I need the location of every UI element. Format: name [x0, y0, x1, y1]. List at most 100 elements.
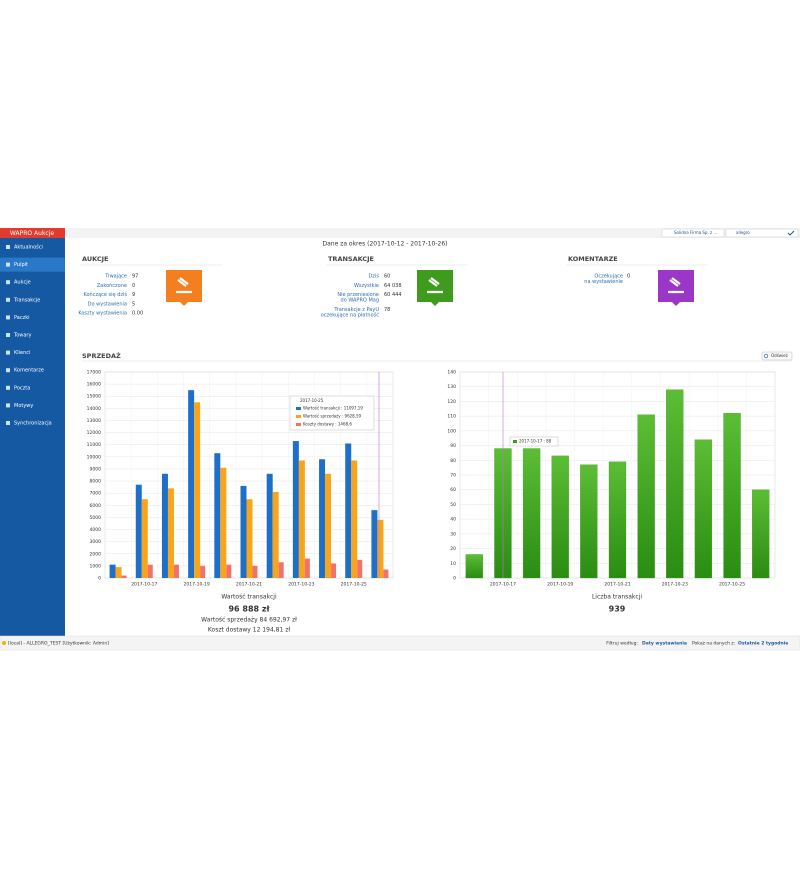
refresh-label: Odśwież: [771, 353, 788, 358]
bar: [200, 565, 206, 578]
y-tick-label: 10: [450, 561, 456, 567]
x-tick-label: 2017-10-25: [341, 582, 367, 588]
y-tick-label: 110: [447, 414, 456, 420]
filter-value[interactable]: Daty wystawienia: [642, 641, 687, 647]
icon-pointer: [431, 302, 439, 306]
y-tick-label: 100: [447, 428, 456, 434]
x-tick-label: 2017-10-21: [604, 582, 630, 588]
bar: [371, 510, 378, 578]
row-value: 0: [132, 283, 135, 289]
account-box[interactable]: [725, 228, 799, 238]
row-value: 0: [627, 274, 630, 280]
icon-glyph: [427, 277, 443, 294]
y-tick-label: 60: [450, 487, 456, 493]
sidebar-item[interactable]: Towary: [13, 333, 31, 339]
bar: [345, 443, 352, 578]
y-tick-label: 14000: [87, 406, 101, 412]
row-label[interactable]: Koszty wystawienia: [78, 311, 127, 317]
y-tick-label: 1000: [90, 563, 102, 569]
y-tick-label: 7000: [90, 491, 102, 497]
x-tick-label: 2017-10-17: [490, 582, 516, 588]
sidebar-item[interactable]: Motywy: [14, 403, 33, 409]
y-tick-label: 13000: [87, 418, 101, 424]
y-tick-label: 80: [450, 458, 456, 464]
x-tick-label: 2017-10-19: [184, 582, 210, 588]
bar: [637, 414, 655, 579]
section-title: KOMENTARZE: [568, 255, 618, 263]
tooltip-item: Wartość sprzedaży : 9628,59: [303, 414, 362, 419]
section-icon: [658, 270, 694, 302]
row-label[interactable]: Kończące się dziś: [83, 291, 127, 298]
bar: [304, 558, 310, 578]
bar: [278, 562, 284, 578]
bar: [167, 488, 174, 578]
account: allegro: [736, 230, 750, 235]
sidebar-item[interactable]: Komentarze: [14, 368, 44, 374]
y-tick-label: 17000: [87, 370, 101, 376]
row-label[interactable]: do WAPRO Mag: [341, 298, 379, 304]
sidebar-item[interactable]: Pulpit: [14, 262, 28, 268]
row-label[interactable]: Trwające: [104, 274, 127, 280]
row-label[interactable]: Do wystawienia: [88, 301, 127, 307]
row-label[interactable]: oczekujące na płatność: [321, 311, 380, 318]
bar: [465, 554, 483, 579]
row-label[interactable]: Wszystkie: [354, 283, 379, 289]
tooltip-title: 2017-10-25: [300, 398, 324, 403]
sidebar-icon: [6, 280, 10, 285]
refresh-button[interactable]: [761, 351, 793, 361]
sidebar-icon: [6, 403, 10, 408]
row-value: 60: [384, 274, 390, 280]
sidebar-icon: [6, 421, 10, 425]
bar: [226, 564, 232, 578]
bar: [121, 575, 127, 578]
row-value: 9: [132, 292, 135, 298]
tooltip-swatch: [296, 415, 301, 418]
bar: [240, 485, 247, 578]
sidebar-icon: [6, 315, 10, 320]
x-axis-label: Liczba transakcji: [592, 594, 642, 601]
filter-label: Filtruj według:: [606, 641, 638, 647]
bar: [551, 455, 569, 579]
row-label[interactable]: na wystawienie: [584, 279, 623, 285]
sidebar-item[interactable]: Aktualności: [14, 244, 43, 251]
refresh-icon: [763, 353, 769, 359]
tooltip: [289, 395, 375, 431]
y-tick-label: 20: [450, 546, 456, 552]
y-tick-label: 0: [453, 576, 456, 582]
summary-total: 939: [609, 605, 626, 614]
row-label[interactable]: Nie przeniesione: [337, 292, 379, 298]
bar: [115, 567, 122, 578]
tooltip-swatch: [513, 440, 517, 443]
range-value[interactable]: Ostatnie 2 tygodnie: [738, 641, 788, 647]
tooltip-item: Koszty dostawy : 1468,6: [303, 422, 352, 427]
sidebar-active: [0, 257, 65, 272]
sidebar-item[interactable]: Paczki: [14, 315, 30, 321]
bar: [194, 402, 201, 578]
sidebar-item[interactable]: Synchronizacja: [14, 421, 52, 427]
company-box[interactable]: [661, 228, 725, 238]
icon-glyph: [176, 277, 192, 294]
sidebar-item[interactable]: Transakcje: [13, 297, 40, 303]
check-icon: [787, 230, 795, 236]
sidebar-item[interactable]: Aukcje: [14, 280, 31, 286]
row-label[interactable]: Dziś: [369, 273, 380, 280]
bar: [161, 473, 168, 578]
bar: [220, 467, 227, 578]
row-label[interactable]: Transakcje z PayU: [333, 307, 379, 313]
bar: [135, 484, 142, 578]
summary-total: 96 888 zł: [228, 605, 270, 614]
row-label[interactable]: Zakończone: [97, 282, 127, 289]
sidebar-item[interactable]: Poczta: [14, 385, 30, 391]
bar: [694, 439, 713, 579]
bar: [266, 473, 273, 578]
y-tick-label: 40: [450, 517, 456, 523]
x-tick-label: 2017-10-19: [547, 582, 573, 588]
y-tick-label: 70: [450, 473, 456, 479]
y-tick-label: 5000: [90, 515, 102, 521]
y-tick-label: 3000: [90, 539, 102, 545]
bar: [752, 489, 770, 579]
sidebar-item[interactable]: Klienci: [14, 350, 30, 356]
row-label[interactable]: Oczekujące: [594, 274, 623, 280]
bar: [325, 473, 332, 578]
